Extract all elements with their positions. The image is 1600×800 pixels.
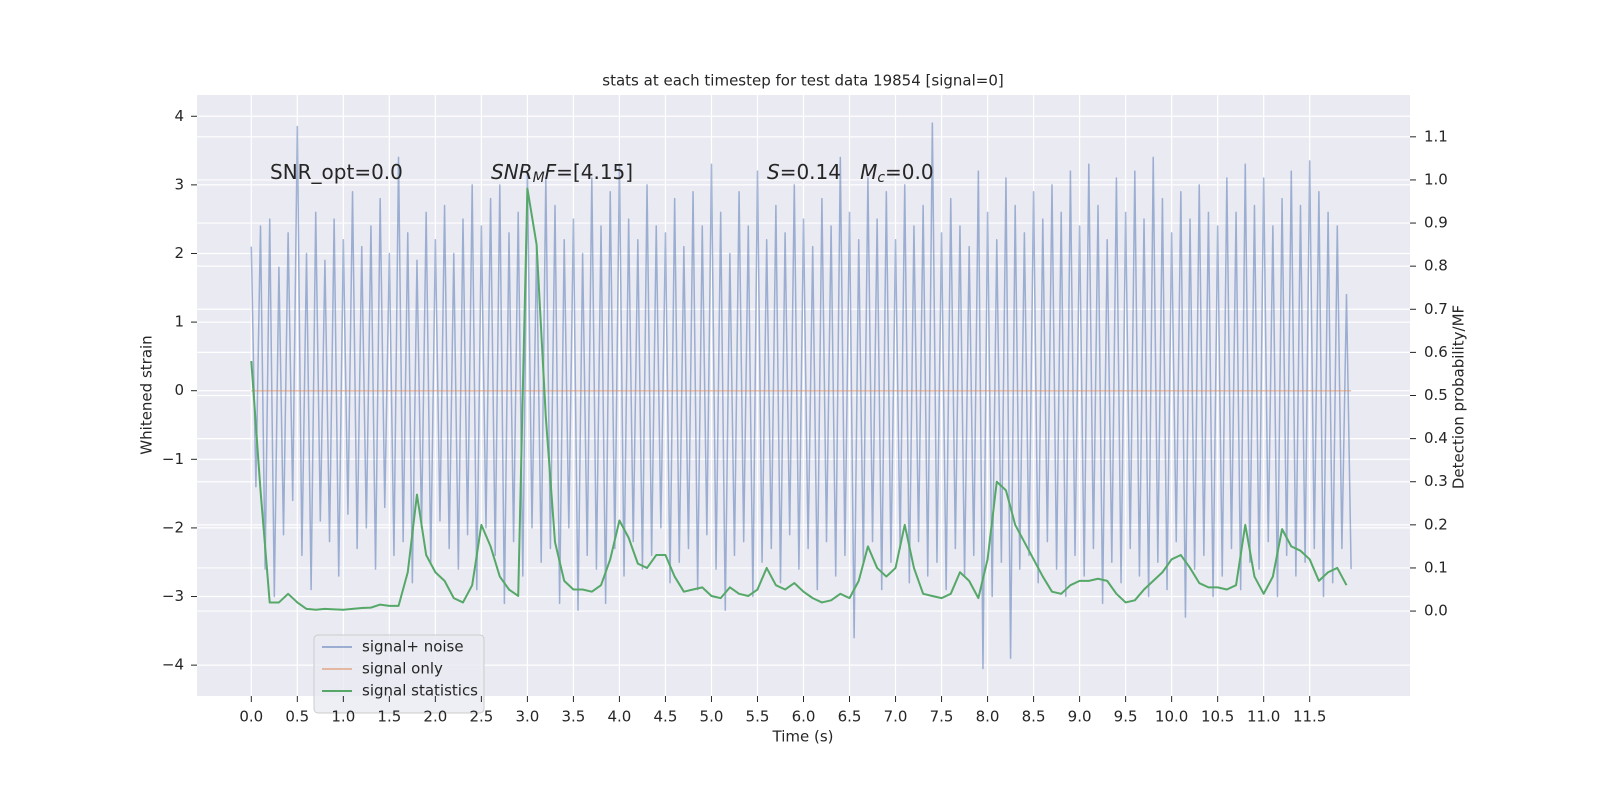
x-tick-label: 5.5 — [746, 708, 770, 726]
x-tick-label: 9.5 — [1114, 708, 1138, 726]
chart-title: stats at each timestep for test data 198… — [602, 72, 1003, 90]
y2-tick-label: 0.8 — [1424, 257, 1448, 275]
y-tick-label: 0 — [174, 381, 184, 399]
y-tick-label: 4 — [174, 107, 184, 125]
y2-tick-label: 0.5 — [1424, 386, 1448, 404]
x-tick-label: 4.0 — [608, 708, 632, 726]
y-tick-label: −2 — [162, 518, 184, 536]
x-axis-label: Time (s) — [772, 728, 834, 746]
y-tick-label: 2 — [174, 244, 184, 262]
x-tick-label: 9.0 — [1068, 708, 1092, 726]
y-tick-label: −1 — [162, 450, 184, 468]
annotation-part: S — [767, 160, 780, 184]
x-tick-label: 4.5 — [654, 708, 678, 726]
y-tick-label: 3 — [174, 175, 184, 193]
y-tick-label: −3 — [162, 587, 184, 605]
legend-label: signal statistics — [362, 682, 478, 700]
annotation: SNRMF=[4.15] — [491, 160, 633, 187]
annotation-part: M — [533, 170, 545, 186]
x-tick-label: 11.5 — [1293, 708, 1326, 726]
y2-tick-label: 1.1 — [1424, 127, 1448, 145]
x-tick-label: 10.5 — [1201, 708, 1234, 726]
annotation-part: F — [545, 160, 557, 184]
y-tick-label: −4 — [162, 656, 184, 674]
x-tick-label: 11.0 — [1247, 708, 1280, 726]
annotation: S=0.14 Mc=0.0 — [767, 160, 934, 187]
annotation-part: =0.0 — [885, 160, 934, 184]
annotation-part: c — [877, 170, 885, 186]
y2-tick-label: 0.3 — [1424, 472, 1448, 490]
x-tick-label: 2.5 — [469, 708, 493, 726]
legend: signal+ noise signal only signal statistic… — [313, 634, 485, 714]
marks — [250, 122, 1352, 670]
annotation-part: M — [860, 160, 877, 184]
x-tick-label: 7.0 — [884, 708, 908, 726]
y2-tick-label: 0.2 — [1424, 515, 1448, 533]
x-tick-label: 6.5 — [838, 708, 862, 726]
series-line — [250, 122, 1352, 670]
x-tick-label: 5.0 — [700, 708, 724, 726]
x-tick-label: 10.0 — [1155, 708, 1188, 726]
y-axis-label: Whitened strain — [138, 335, 156, 454]
y2-tick-label: 0.1 — [1424, 558, 1448, 576]
annotation-part: =0.14 — [780, 160, 860, 184]
series-line — [250, 187, 1348, 611]
annotation-part: =[4.15] — [556, 160, 633, 184]
y2-tick-label: 0.0 — [1424, 602, 1448, 620]
y2-tick-label: 1.0 — [1424, 170, 1448, 188]
x-tick-label: 3.5 — [561, 708, 585, 726]
legend-label: signal+ noise — [362, 638, 464, 656]
annotation: SNR_opt=0.0 — [270, 160, 403, 184]
annotation-part: SNR_opt=0.0 — [270, 160, 403, 184]
y2-tick-label: 0.4 — [1424, 429, 1448, 447]
y2-tick-label: 0.7 — [1424, 300, 1448, 318]
y2-axis-label: Detection probability/MF — [1450, 305, 1468, 489]
x-tick-label: 6.0 — [792, 708, 816, 726]
x-tick-label: 1.0 — [331, 708, 355, 726]
annotation-part: SNR — [491, 160, 533, 184]
y-tick-label: 1 — [174, 313, 184, 331]
x-tick-label: 1.5 — [377, 708, 401, 726]
y2-tick-label: 0.9 — [1424, 214, 1448, 232]
x-tick-label: 8.0 — [976, 708, 1000, 726]
x-tick-label: 0.0 — [239, 708, 263, 726]
legend-label: signal only — [362, 660, 443, 678]
x-tick-label: 8.5 — [1022, 708, 1046, 726]
x-tick-label: 2.0 — [423, 708, 447, 726]
y2-tick-label: 0.6 — [1424, 343, 1448, 361]
legend-box — [313, 634, 485, 714]
x-tick-label: 3.0 — [515, 708, 539, 726]
x-tick-label: 0.5 — [285, 708, 309, 726]
x-tick-label: 7.5 — [930, 708, 954, 726]
